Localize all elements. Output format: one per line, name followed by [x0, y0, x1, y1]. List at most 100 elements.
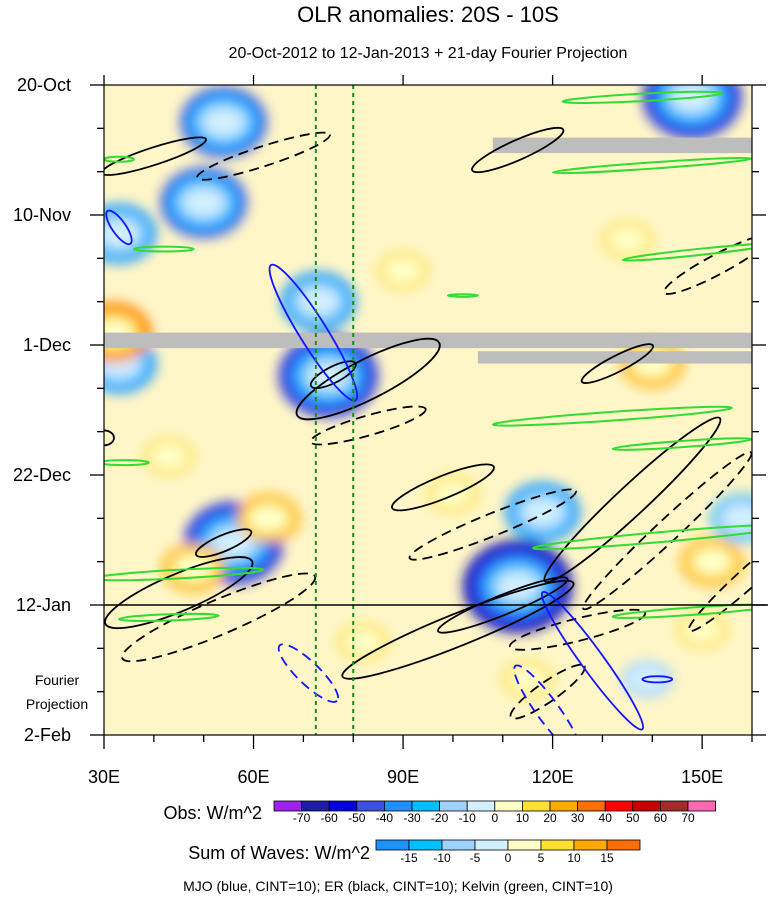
colorbar-swatch [507, 839, 542, 851]
colorbar-tick-label: 20 [543, 811, 557, 825]
colorbar-swatch [540, 839, 575, 851]
missing-data-band [104, 332, 752, 349]
colorbar-tick-label: 30 [571, 811, 585, 825]
colorbar-swatch [439, 800, 468, 812]
mjo-contour [540, 590, 645, 731]
colorbar-swatch [356, 800, 385, 812]
kelvin-contour [621, 242, 752, 262]
x-tick-label: 60E [238, 767, 270, 787]
colorbar-swatch [632, 800, 661, 812]
er-contour [391, 463, 495, 512]
mjo-contour [268, 263, 359, 402]
waves-colorbar: -15 -10 -5 0 5 10 15 [375, 839, 641, 865]
colorbar-swatch [577, 800, 606, 812]
colorbar-tick-label: 0 [505, 851, 512, 865]
contour-legend-note: MJO (blue, CINT=10); ER (black, CINT=10)… [183, 878, 613, 894]
chart-subtitle: 20-Oct-2012 to 12-Jan-2013 + 21-day Four… [229, 45, 628, 62]
colorbar-tick-label: -70 [293, 811, 311, 825]
anomaly-field [104, 85, 752, 698]
colorbar-tick-label: 40 [599, 811, 613, 825]
obs-colorbar: -70 -60 -50 -40 -30 -20 -10 0 10 20 30 40 50 60 70 [273, 800, 717, 825]
colorbar-swatch [522, 800, 551, 812]
anomaly-blob [204, 109, 244, 136]
colorbar-swatch [494, 800, 523, 812]
colorbar-swatch [549, 800, 579, 812]
colorbar-tick-label: 70 [681, 811, 695, 825]
er-contour [663, 234, 752, 295]
colorbar-swatch [273, 800, 303, 812]
projection-label-line2: Projection [26, 696, 88, 712]
mjo-contour [513, 664, 582, 735]
colorbar-tick-label: -50 [348, 811, 366, 825]
er-contour [471, 126, 565, 174]
y-tick-label: 12-Jan [16, 595, 71, 615]
er-contour [687, 515, 752, 633]
projection-label-line1: Fourier [35, 672, 80, 688]
colorbar-swatch [466, 800, 496, 812]
y-tick-label: 1-Dec [23, 335, 71, 355]
y-tick-label: 20-Oct [17, 75, 71, 95]
x-tick-label: 90E [387, 767, 419, 787]
anomaly-blob [627, 666, 667, 693]
anomaly-blob [383, 257, 423, 284]
er-contour [408, 488, 577, 561]
kelvin-contour [132, 245, 195, 253]
obs-legend-label: Obs: W/m^2 [164, 803, 262, 823]
x-tick-label: 150E [681, 767, 723, 787]
er-contour [104, 429, 115, 447]
colorbar-tick-label: -30 [403, 811, 421, 825]
plot-frame [103, 84, 753, 736]
anomaly-blob [692, 548, 732, 575]
colorbar-swatch [375, 839, 410, 851]
missing-data-bands [104, 137, 752, 364]
x-tick-label: 30E [88, 767, 120, 787]
mjo-contour [641, 675, 674, 684]
anomaly-blob [682, 616, 722, 643]
plot-area [104, 85, 752, 735]
er-contour [104, 556, 254, 630]
er-contour [582, 451, 752, 611]
colorbar-tick-label: -60 [321, 811, 339, 825]
kelvin-contour [532, 523, 752, 551]
colorbar-tick-label: 10 [567, 851, 581, 865]
x-tick-label: 120E [532, 767, 574, 787]
er-contour [580, 343, 655, 384]
y-tick-label: 2-Feb [24, 725, 71, 745]
chart-title: OLR anomalies: 20S - 10S [297, 2, 559, 27]
colorbar-swatch [408, 839, 443, 851]
kelvin-contour [104, 155, 135, 163]
er-contour [195, 528, 253, 558]
kelvin-contour [104, 566, 265, 582]
kelvin-contour [104, 459, 150, 467]
colorbar-swatch [474, 839, 509, 851]
er-contour [309, 360, 357, 390]
colorbar-swatch [301, 800, 330, 812]
anomaly-blob [104, 220, 139, 247]
colorbar-swatch [411, 800, 441, 812]
colorbar-swatch [573, 839, 608, 851]
colorbar-tick-label: -40 [376, 811, 394, 825]
colorbar-tick-label: -20 [431, 811, 449, 825]
colorbar-tick-label: 50 [626, 811, 640, 825]
kelvin-contour [446, 293, 479, 298]
anomaly-blob [607, 226, 647, 253]
er-contour [295, 337, 441, 421]
kelvin-contour [492, 405, 733, 427]
colorbar-swatch [383, 800, 413, 812]
colorbar-swatch [441, 839, 476, 851]
x-axis: 30E 60E 90E 120E 150E [88, 75, 753, 787]
colorbar-tick-label: -5 [470, 851, 481, 865]
colorbar-tick-label: -10 [459, 811, 477, 825]
kelvin-contour [117, 612, 220, 622]
er-contour [543, 416, 722, 583]
colorbar-swatch [328, 800, 358, 812]
anomaly-blob [249, 505, 288, 532]
er-contour [104, 136, 207, 176]
colorbar-tick-label: 15 [600, 851, 614, 865]
anomaly-blob [343, 629, 383, 656]
colorbar-swatch [606, 839, 641, 851]
y-tick-label: 10-Nov [13, 205, 71, 225]
missing-data-band [477, 351, 752, 364]
waves-legend-label: Sum of Waves: W/m^2 [188, 843, 370, 863]
